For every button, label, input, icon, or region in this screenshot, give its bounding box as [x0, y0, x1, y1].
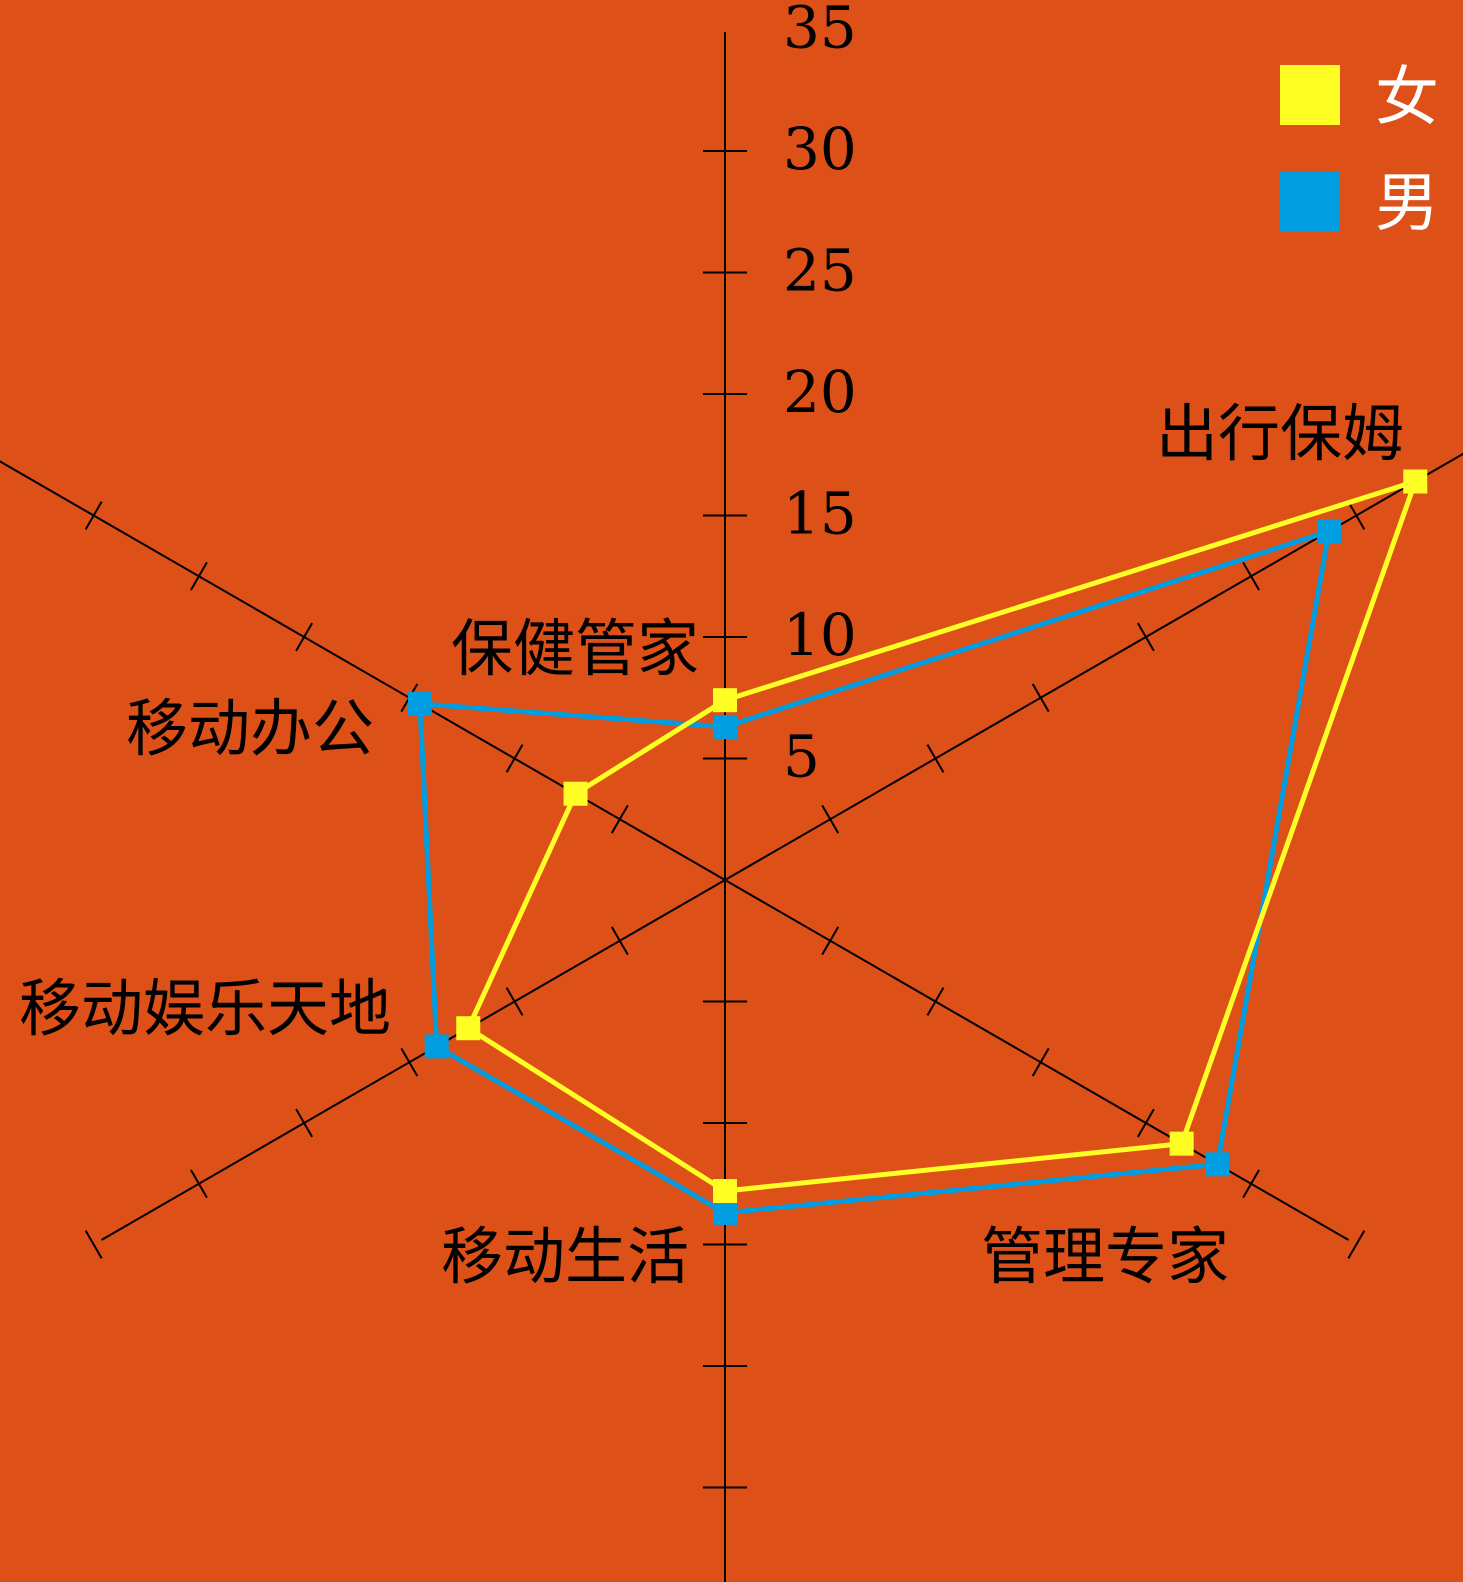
radial-tick-label: 5 [783, 723, 820, 791]
radial-tick-label: 20 [783, 358, 857, 426]
data-point [713, 1200, 737, 1225]
axis-tick [1242, 1169, 1260, 1199]
radial-tick-label: 30 [783, 115, 857, 183]
data-point [713, 714, 737, 739]
axis-tick [84, 501, 103, 530]
axis-tick [295, 622, 313, 652]
category-label: 保健管家 [451, 612, 699, 685]
axis-tick [1347, 501, 1366, 530]
category-label: 管理专家 [981, 1220, 1229, 1293]
axis-tick [84, 1230, 103, 1259]
axis-tick [926, 987, 945, 1016]
legend-swatch [1280, 171, 1340, 231]
legend-label: 女 [1375, 61, 1439, 135]
data-point [563, 781, 588, 806]
legend: 女男 [1280, 61, 1439, 241]
radial-tick-label: 10 [783, 601, 857, 669]
category-label: 移动办公 [126, 692, 374, 765]
axis-tick [1242, 561, 1260, 591]
axis-tick [821, 926, 840, 956]
axis-tick [610, 804, 629, 834]
axis-tick [295, 1108, 313, 1138]
axis-tick [610, 926, 629, 956]
data-point [1169, 1131, 1194, 1156]
data-point [456, 1016, 481, 1041]
axis-tick [926, 744, 945, 773]
category-label: 出行保姆 [1156, 397, 1404, 470]
legend-swatch [1280, 65, 1340, 125]
axis-tick [505, 987, 524, 1016]
radial-tick-label: 15 [783, 480, 857, 548]
data-point [1205, 1152, 1230, 1177]
data-point [1403, 469, 1428, 494]
radar-axes [0, 32, 1463, 1582]
category-label: 移动生活 [441, 1220, 689, 1293]
axis-tick [505, 744, 524, 773]
category-label: 移动娱乐天地 [19, 972, 391, 1045]
data-point [424, 1034, 449, 1059]
axis-tick [1137, 1108, 1155, 1138]
radial-tick-label: 35 [783, 0, 857, 62]
axis-tick [821, 804, 840, 834]
axis-tick [1031, 1047, 1050, 1077]
data-point [407, 691, 432, 716]
data-point [1316, 519, 1341, 544]
axis-line-diagonal-1 [100, 452, 1463, 1241]
axis-tick [400, 1047, 419, 1077]
axis-tick [190, 1169, 208, 1199]
axis-tick [190, 561, 208, 591]
data-point [713, 1179, 737, 1204]
axis-tick [1031, 683, 1050, 713]
radial-tick-label: 25 [783, 237, 857, 305]
axis-tick [1347, 1230, 1366, 1259]
radial-tick-labels: 5 10 15 20 25 30 35 [783, 0, 857, 791]
data-point [713, 688, 737, 713]
axis-line-diagonal-2 [0, 460, 1350, 1241]
radar-series [407, 469, 1428, 1225]
legend-label: 男 [1375, 167, 1439, 241]
axis-tick [1137, 622, 1155, 652]
